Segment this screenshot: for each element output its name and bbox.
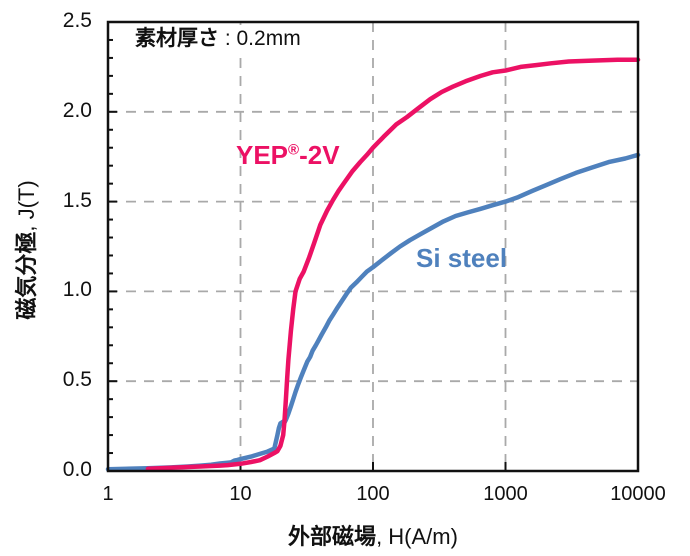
y-tick-label: 1.5 <box>62 188 92 212</box>
x-tick-label: 1 <box>102 483 114 505</box>
x-tick-label: 100 <box>356 483 390 505</box>
annotation-label: 素材厚さ <box>135 27 219 50</box>
series-label-yep-2v: YEP®-2V <box>236 140 340 171</box>
series-label-si-steel: Si steel <box>416 243 507 274</box>
series-label-yep-suffix: -2V <box>299 140 340 170</box>
x-axis-title: 外部磁場, H(A/m) <box>108 519 638 551</box>
si-steel-curve <box>105 152 641 472</box>
series-label-yep-text: YEP <box>236 140 289 170</box>
yep-2v-curve <box>145 57 641 472</box>
x-tick-label: 10000 <box>610 483 666 505</box>
y-tick-label: 1.0 <box>62 278 92 302</box>
x-tick-label: 1000 <box>483 483 528 505</box>
y-tick-label: 0.5 <box>62 368 92 392</box>
registered-mark-icon: ® <box>288 141 300 159</box>
y-axis-title: 磁気分極, J(T) <box>9 100 39 400</box>
annotation-material-thickness: 素材厚さ : 0.2mm <box>130 25 306 52</box>
y-axis-title-symbol: , J(T) <box>14 180 39 232</box>
x-tick-label: 10 <box>229 483 252 505</box>
annotation-value: : 0.2mm <box>219 27 301 50</box>
y-axis-title-kanji: 磁気分極 <box>14 231 39 320</box>
x-axis-title-kanji: 外部磁場 <box>288 524 377 549</box>
plot-border <box>106 20 640 473</box>
x-axis-title-symbol: , H(A/m) <box>376 524 458 549</box>
y-tick-label: 2.5 <box>62 9 92 32</box>
y-tick-label: 2.0 <box>62 98 92 122</box>
series-label-si-text: Si steel <box>416 243 508 273</box>
y-tick-label: 0.0 <box>62 458 92 481</box>
